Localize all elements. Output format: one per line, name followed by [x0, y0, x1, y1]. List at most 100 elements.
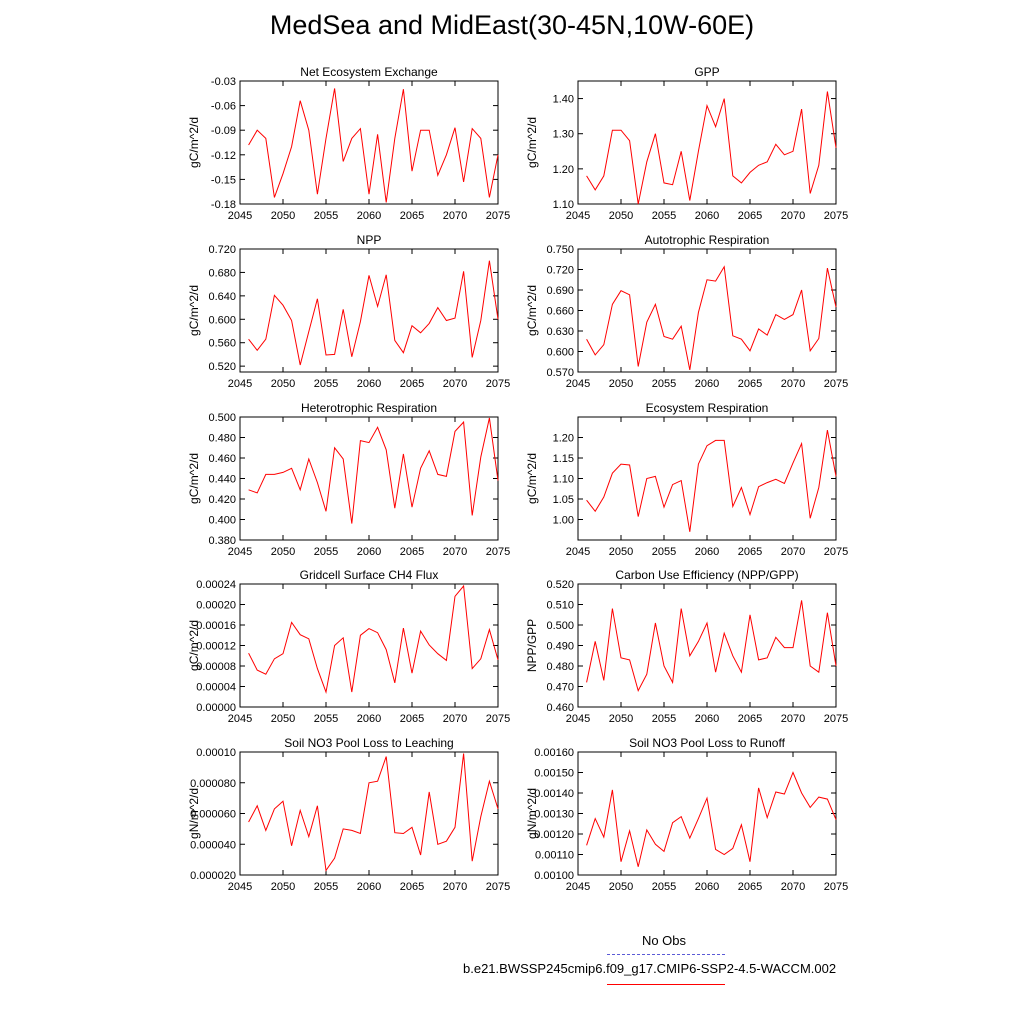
panel-9-xtick-label: 2075: [824, 881, 848, 893]
panel-3-ytick-label: 0.690: [546, 285, 574, 297]
panel-9-series-line: [586, 771, 837, 867]
panel-5-ytick-label: 1.10: [553, 474, 574, 486]
panel-3-ytick-label: 0.630: [546, 326, 574, 338]
panel-5-xtick-label: 2075: [824, 546, 848, 558]
panel-0-xtick-label: 2070: [443, 210, 467, 222]
legend-model-line: [607, 984, 725, 985]
panel-8-xtick-label: 2050: [271, 881, 295, 893]
panel-4-ytick-label: 0.380: [208, 535, 236, 547]
panel-4-xtick-label: 2065: [400, 546, 424, 558]
figure-title: MedSea and MidEast(30-45N,10W-60E): [269, 10, 755, 40]
panel-7-ytick-label: 0.470: [546, 682, 574, 694]
panel-9-xtick-label: 2050: [609, 881, 633, 893]
panel-1-ytick-label: 1.20: [553, 164, 574, 176]
panel-7-title: Carbon Use Efficiency (NPP/GPP): [615, 568, 798, 582]
panel-8-xtick-label: 2045: [228, 881, 252, 893]
panel-8-xtick-label: 2065: [400, 881, 424, 893]
panel-1-xtick-label: 2075: [824, 210, 848, 222]
panel-1-xtick-label: 2050: [609, 210, 633, 222]
panel-5-ytick-label: 1.00: [553, 515, 574, 527]
panel-1-ytick-label: 1.10: [553, 199, 574, 211]
legend-obs-line: [607, 954, 725, 955]
panel-5-ylabel: gC/m^2/d: [525, 453, 539, 504]
panel-7-xtick-label: 2070: [781, 713, 805, 725]
panel-6-ylabel: gC/m^2/d: [187, 620, 201, 671]
panel-9-xtick-label: 2045: [566, 881, 590, 893]
panel-1-xtick-label: 2045: [566, 210, 590, 222]
panel-3-ylabel: gC/m^2/d: [525, 285, 539, 336]
panel-9-ytick-label: 0.00140: [534, 788, 574, 800]
panel-1-series-line: [586, 91, 837, 205]
panel-3-ytick-label: 0.720: [546, 265, 574, 277]
panel-0-ytick-label: -0.06: [211, 101, 236, 113]
panel-2-xtick-label: 2055: [314, 378, 338, 390]
legend-obs-label: No Obs: [641, 933, 687, 948]
panel-2-frame: [239, 248, 499, 373]
panel-7-xtick-label: 2045: [566, 713, 590, 725]
panel-3-xtick-label: 2045: [566, 378, 590, 390]
panel-2-ytick-label: 0.640: [208, 291, 236, 303]
panel-6-ytick-label: 0.00008: [196, 661, 236, 673]
panel-1-ytick-label: 1.40: [553, 94, 574, 106]
panel-9-xtick-label: 2055: [652, 881, 676, 893]
panel-7-ytick-label: 0.510: [546, 600, 574, 612]
panel-4-frame: [239, 416, 499, 541]
panel-3-ytick-label: 0.660: [546, 306, 574, 318]
panel-6-ytick-label: 0.00012: [196, 641, 236, 653]
panel-8-title: Soil NO3 Pool Loss to Leaching: [284, 736, 453, 750]
panel-7-xtick-label: 2050: [609, 713, 633, 725]
panel-9-ytick-label: 0.00130: [534, 809, 574, 821]
panel-0-ytick-label: -0.18: [211, 199, 236, 211]
panel-8-ytick-label: 0.000020: [190, 870, 236, 882]
panel-6-xtick-label: 2075: [486, 713, 510, 725]
panel-6-xtick-label: 2050: [271, 713, 295, 725]
panel-4-ytick-label: 0.440: [208, 474, 236, 486]
panel-2-ytick-label: 0.560: [208, 338, 236, 350]
panel-8-xtick-label: 2070: [443, 881, 467, 893]
panel-5-ytick-label: 1.20: [553, 433, 574, 445]
panel-3-xtick-label: 2075: [824, 378, 848, 390]
panel-5-frame: [577, 416, 837, 541]
panel-9-title: Soil NO3 Pool Loss to Runoff: [629, 736, 786, 750]
panel-9-xtick-label: 2065: [738, 881, 762, 893]
panel-2-xtick-label: 2075: [486, 378, 510, 390]
panel-4-xtick-label: 2055: [314, 546, 338, 558]
panel-2-ytick-label: 0.720: [208, 244, 236, 256]
panel-4-xtick-label: 2075: [486, 546, 510, 558]
panel-6-title: Gridcell Surface CH4 Flux: [300, 568, 439, 582]
panel-5-xtick-label: 2050: [609, 546, 633, 558]
panel-6-ytick-label: 0.00000: [196, 702, 236, 714]
panel-5-ytick-label: 1.05: [553, 494, 574, 506]
panel-1-ytick-label: 1.30: [553, 129, 574, 141]
panel-6-ytick-label: 0.00024: [196, 579, 236, 591]
panel-3-xtick-label: 2050: [609, 378, 633, 390]
panel-0-xtick-label: 2055: [314, 210, 338, 222]
panel-3-ytick-label: 0.600: [546, 347, 574, 359]
panel-9-xtick-label: 2060: [695, 881, 719, 893]
panel-0-ytick-label: -0.09: [211, 125, 236, 137]
panel-8-ytick-label: 0.000060: [190, 809, 236, 821]
panel-1-xtick-label: 2055: [652, 210, 676, 222]
panel-7-series-line: [586, 600, 837, 692]
panel-2-xtick-label: 2070: [443, 378, 467, 390]
panel-0-xtick-label: 2060: [357, 210, 381, 222]
panel-0-xtick-label: 2050: [271, 210, 295, 222]
panel-3-xtick-label: 2055: [652, 378, 676, 390]
panel-7-ytick-label: 0.500: [546, 620, 574, 632]
panel-2-xtick-label: 2065: [400, 378, 424, 390]
panel-7-xtick-label: 2075: [824, 713, 848, 725]
panel-0-xtick-label: 2045: [228, 210, 252, 222]
panel-2-ylabel: gC/m^2/d: [187, 285, 201, 336]
panel-6-xtick-label: 2045: [228, 713, 252, 725]
panel-0-ytick-label: -0.12: [211, 150, 236, 162]
panel-4-xtick-label: 2045: [228, 546, 252, 558]
panel-4-xtick-label: 2060: [357, 546, 381, 558]
panel-5-xtick-label: 2045: [566, 546, 590, 558]
panel-5-xtick-label: 2065: [738, 546, 762, 558]
panel-3-title: Autotrophic Respiration: [645, 233, 770, 247]
panel-1-xtick-label: 2070: [781, 210, 805, 222]
panel-7-ylabel: NPP/GPP: [525, 619, 539, 672]
panel-7-frame: [577, 583, 837, 708]
